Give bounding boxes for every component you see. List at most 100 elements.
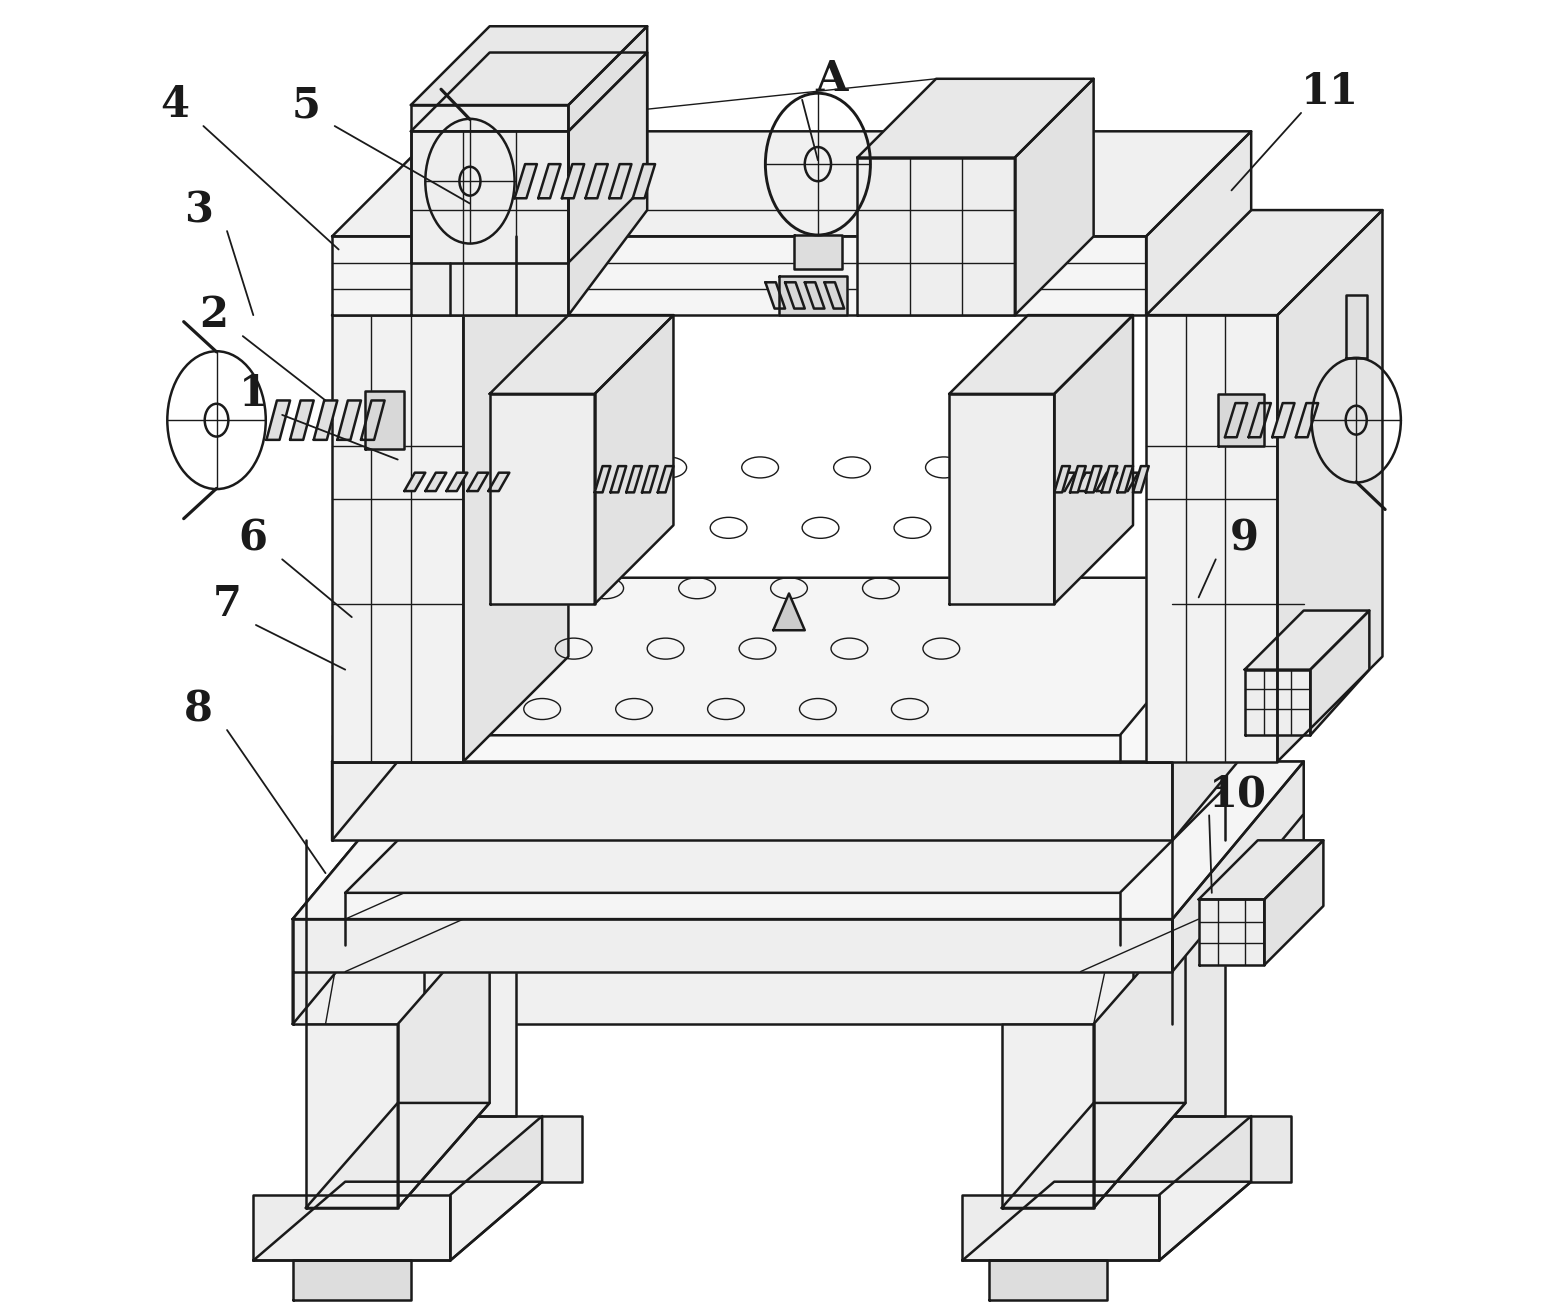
Polygon shape	[313, 400, 338, 440]
Polygon shape	[641, 466, 657, 492]
Polygon shape	[1219, 394, 1264, 446]
Polygon shape	[785, 282, 805, 309]
Polygon shape	[385, 1116, 582, 1182]
Polygon shape	[293, 919, 1172, 1024]
Polygon shape	[766, 282, 785, 309]
Polygon shape	[989, 1260, 1107, 1300]
Polygon shape	[1070, 466, 1085, 492]
Polygon shape	[610, 466, 626, 492]
Text: 10: 10	[1210, 773, 1267, 815]
Polygon shape	[489, 394, 595, 604]
Polygon shape	[254, 1195, 450, 1260]
Polygon shape	[1244, 611, 1369, 670]
Polygon shape	[1199, 840, 1323, 899]
Polygon shape	[1133, 466, 1149, 492]
Polygon shape	[539, 164, 561, 198]
Polygon shape	[1311, 611, 1369, 735]
Polygon shape	[464, 210, 568, 762]
Polygon shape	[1345, 295, 1367, 358]
Polygon shape	[293, 919, 1172, 972]
Polygon shape	[1118, 466, 1133, 492]
Polygon shape	[1093, 1116, 1291, 1182]
Text: 7: 7	[213, 583, 241, 625]
Polygon shape	[489, 473, 509, 491]
Polygon shape	[858, 79, 1093, 158]
Polygon shape	[962, 1195, 1160, 1260]
Polygon shape	[595, 466, 610, 492]
Polygon shape	[293, 762, 1303, 919]
Polygon shape	[1225, 403, 1247, 437]
Polygon shape	[411, 26, 648, 105]
Polygon shape	[794, 235, 841, 269]
Polygon shape	[293, 762, 1303, 919]
Polygon shape	[1146, 315, 1277, 762]
Polygon shape	[562, 164, 584, 198]
Polygon shape	[450, 1116, 542, 1260]
Polygon shape	[1118, 473, 1138, 491]
Polygon shape	[346, 788, 1225, 893]
Polygon shape	[332, 315, 464, 762]
Polygon shape	[774, 593, 805, 630]
Polygon shape	[305, 1024, 397, 1208]
Polygon shape	[1054, 315, 1133, 604]
Polygon shape	[411, 131, 568, 315]
Polygon shape	[1093, 919, 1185, 1208]
Polygon shape	[1001, 1103, 1185, 1208]
Polygon shape	[290, 400, 313, 440]
Text: 11: 11	[1302, 71, 1359, 113]
Polygon shape	[1295, 403, 1319, 437]
Polygon shape	[385, 578, 1252, 735]
Polygon shape	[626, 466, 641, 492]
Polygon shape	[568, 26, 648, 263]
Polygon shape	[1244, 670, 1311, 735]
Polygon shape	[361, 400, 385, 440]
Polygon shape	[332, 131, 1252, 236]
Polygon shape	[1054, 473, 1076, 491]
Text: 2: 2	[199, 294, 229, 336]
Polygon shape	[489, 315, 674, 394]
Polygon shape	[1272, 403, 1294, 437]
Polygon shape	[1146, 210, 1383, 315]
Polygon shape	[657, 466, 674, 492]
Polygon shape	[778, 276, 847, 315]
Polygon shape	[1277, 210, 1383, 762]
Polygon shape	[568, 53, 648, 315]
Polygon shape	[364, 391, 405, 449]
Text: A: A	[814, 58, 847, 100]
Polygon shape	[332, 604, 464, 840]
Polygon shape	[1146, 131, 1252, 315]
Polygon shape	[397, 919, 489, 1208]
Polygon shape	[805, 282, 825, 309]
Polygon shape	[514, 164, 537, 198]
Polygon shape	[332, 210, 568, 315]
Polygon shape	[1199, 899, 1264, 965]
Polygon shape	[467, 473, 489, 491]
Polygon shape	[1101, 466, 1118, 492]
Polygon shape	[585, 164, 607, 198]
Polygon shape	[447, 473, 467, 491]
Polygon shape	[305, 1103, 489, 1208]
Polygon shape	[405, 473, 425, 491]
Polygon shape	[858, 158, 1015, 315]
Polygon shape	[1133, 867, 1225, 1116]
Polygon shape	[595, 315, 674, 604]
Polygon shape	[1249, 403, 1271, 437]
Polygon shape	[950, 394, 1054, 604]
Polygon shape	[1096, 473, 1118, 491]
Polygon shape	[332, 236, 1146, 315]
Polygon shape	[825, 282, 844, 309]
Polygon shape	[1076, 473, 1096, 491]
Polygon shape	[293, 762, 424, 1024]
Polygon shape	[254, 1182, 542, 1260]
Polygon shape	[411, 105, 568, 263]
Polygon shape	[293, 1260, 411, 1300]
Polygon shape	[425, 473, 447, 491]
Text: 1: 1	[238, 373, 268, 415]
Text: 9: 9	[1230, 517, 1260, 559]
Polygon shape	[632, 164, 655, 198]
Polygon shape	[424, 867, 515, 1116]
Text: 6: 6	[238, 517, 268, 559]
Polygon shape	[338, 400, 361, 440]
Polygon shape	[1172, 762, 1303, 972]
Polygon shape	[1085, 466, 1101, 492]
